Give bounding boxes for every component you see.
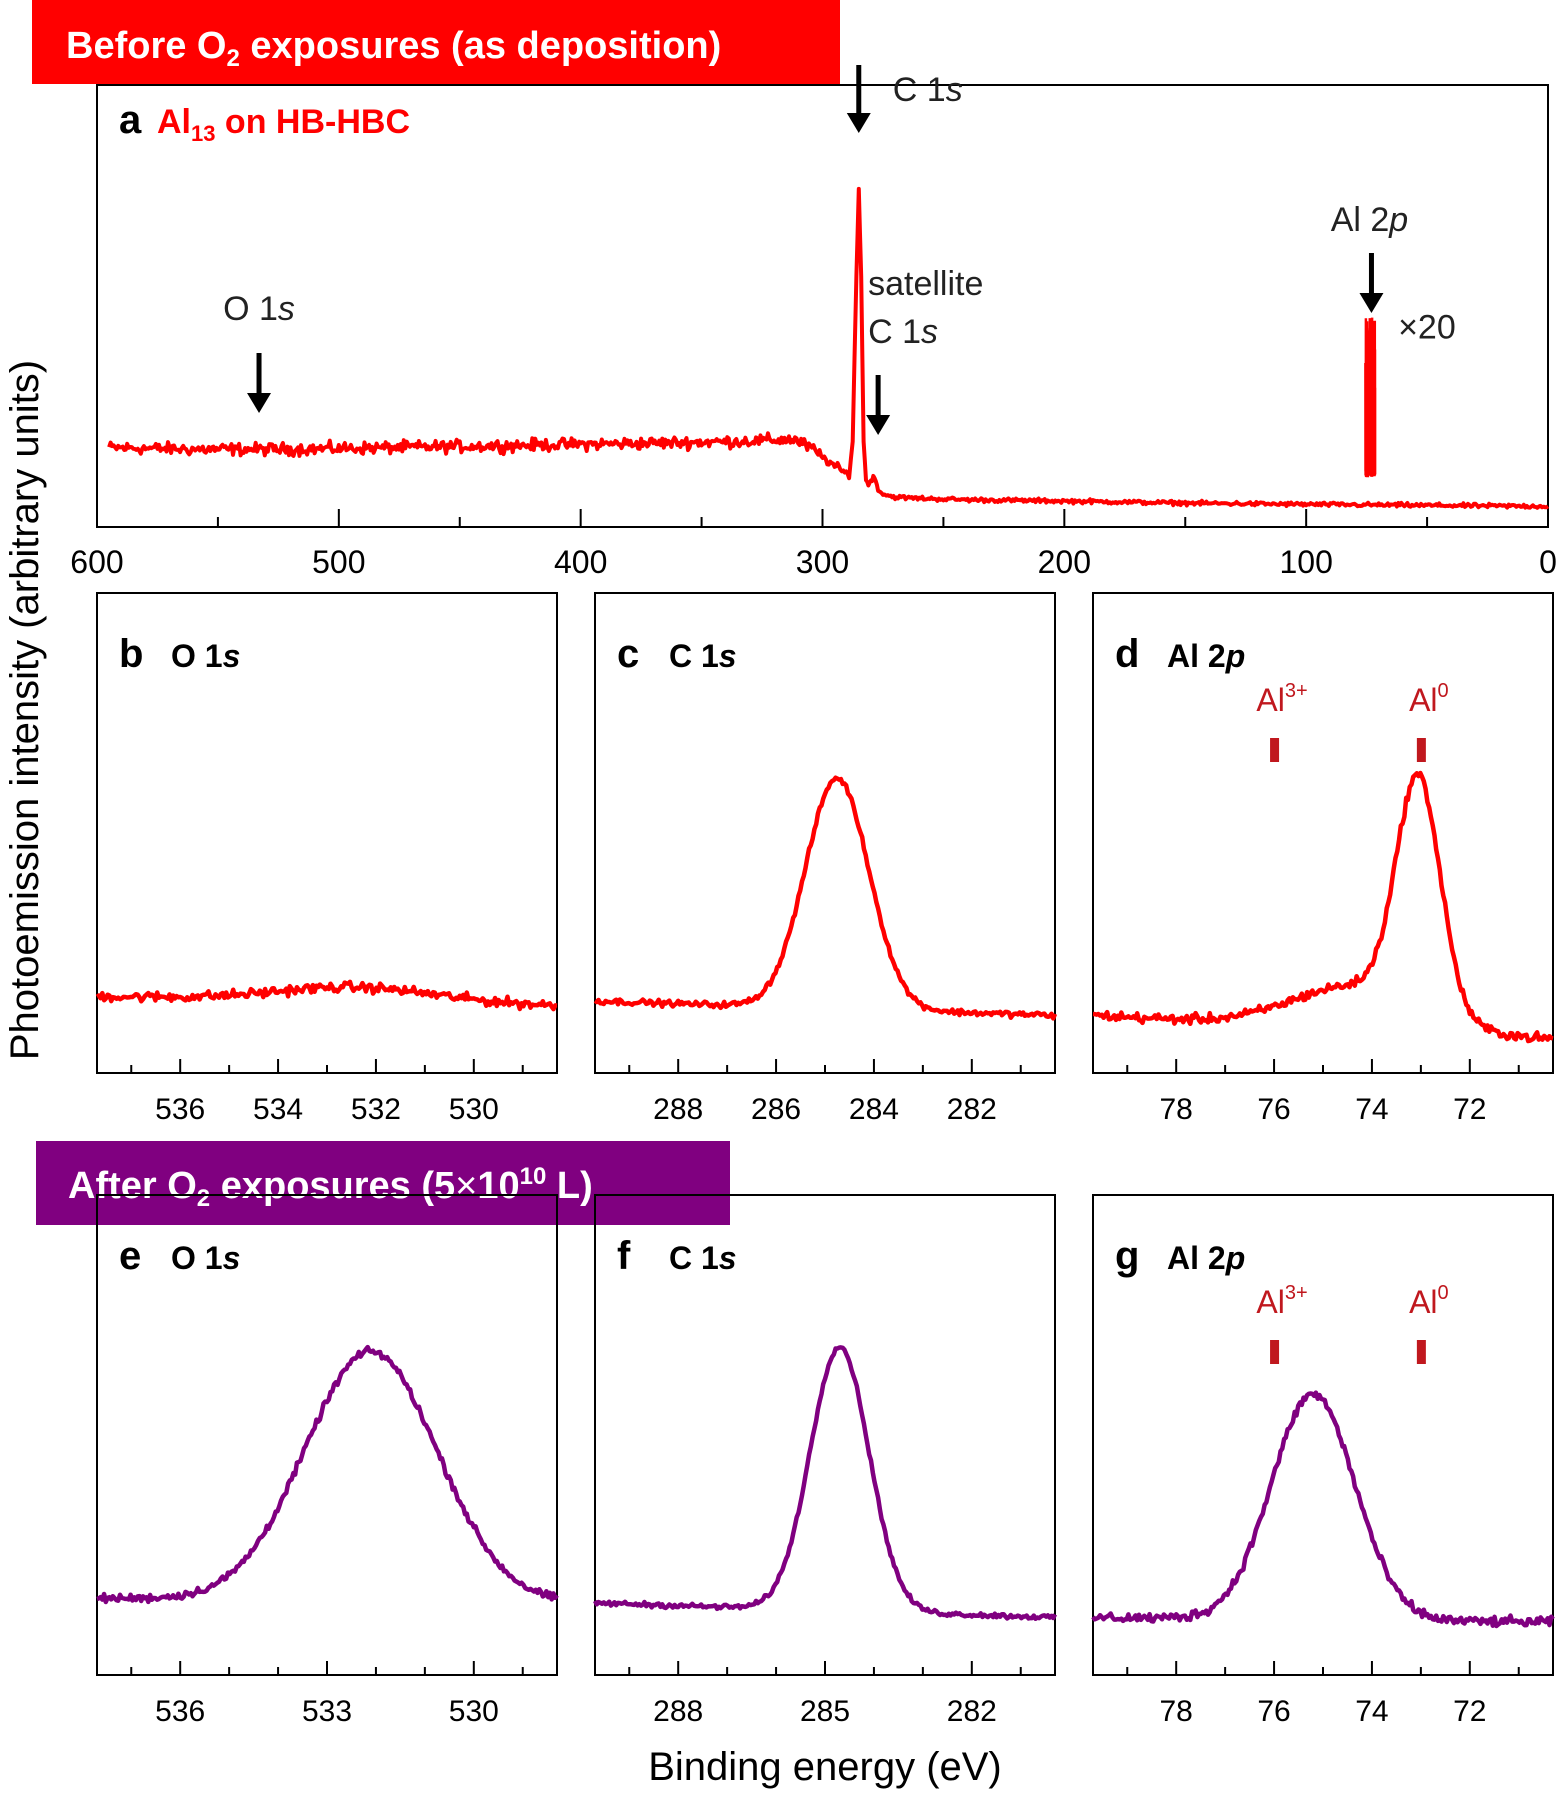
marker-tick (1270, 1340, 1280, 1364)
x-tick-label: 282 (947, 1695, 997, 1728)
spectrum-line (96, 1344, 559, 1605)
marker-label: Al3+ (1256, 680, 1307, 718)
c1s-annotation: C 1s (893, 71, 963, 109)
marker-label: Al3+ (1256, 1282, 1307, 1320)
x-tick-label: 530 (449, 1695, 499, 1728)
panel-title: O 1s (171, 638, 240, 674)
spectrum-line (107, 186, 1550, 510)
x-tick-label: 532 (351, 1093, 401, 1126)
x-tick-label: 536 (155, 1695, 205, 1728)
c1s-arrow (846, 65, 871, 133)
x-tick-label: 78 (1160, 1695, 1193, 1728)
panel-a: 600 500 400 300 200 100 0 ×20 a Al13 on HB-HBC C 1… (70, 65, 1557, 580)
x-tick-label: 288 (653, 1695, 703, 1728)
x-tick-label: 78 (1160, 1093, 1193, 1126)
marker-tick (1270, 738, 1280, 762)
x-tick-label: 500 (312, 544, 365, 580)
x-tick-label: 534 (253, 1093, 303, 1126)
plot-frame (96, 84, 1549, 528)
satellite-annotation: satellite (868, 265, 983, 303)
x-tick-label: 286 (751, 1093, 801, 1126)
before-banner: Before O2 exposures (as deposition) (32, 0, 840, 84)
after-banner: After O2 exposures (5×1010 L) (36, 1141, 730, 1225)
panel-title: Al13 on HB-HBC (157, 103, 410, 146)
x-tick-label: 72 (1453, 1093, 1486, 1126)
panel-title: C 1s (669, 1240, 737, 1276)
panel-letter: f (617, 1234, 631, 1278)
panel-title: Al 2p (1167, 1240, 1245, 1276)
x-tick-label: 536 (155, 1093, 205, 1126)
x-tick-label: 100 (1279, 544, 1332, 580)
panel-title: Al 2p (1167, 638, 1245, 674)
x-tick-label: 0 (1539, 544, 1557, 580)
after-banner-text: After O2 exposures (5×1010 L) (68, 1163, 593, 1212)
spectrum-line (1091, 1390, 1555, 1629)
marker-tick (1416, 1340, 1426, 1364)
plot-frame (1092, 592, 1554, 1074)
panel-b: 536 534 532 530 b O 1s (95, 592, 558, 1126)
x-tick-label: 530 (449, 1093, 499, 1126)
plot-frame (96, 1194, 558, 1676)
panel-letter: b (119, 632, 143, 676)
al2p-annotation: Al 2p (1331, 201, 1409, 239)
inset-scale-label: ×20 (1398, 309, 1456, 347)
x-tick-label: 533 (302, 1695, 352, 1728)
o1s-annotation: O 1s (223, 290, 295, 328)
panel-f: 288 285 282 f C 1s (593, 1194, 1058, 1728)
x-tick-label: 300 (796, 544, 849, 580)
al2p-arrow (1359, 253, 1384, 313)
o1s-arrow (247, 353, 272, 413)
panel-letter: e (119, 1234, 141, 1278)
x-tick-label: 76 (1257, 1695, 1290, 1728)
x-tick-label: 400 (554, 544, 607, 580)
panel-letter: c (617, 632, 639, 676)
spectrum-line (593, 775, 1058, 1021)
inset-trace (1364, 317, 1377, 478)
x-tick-label: 74 (1355, 1093, 1388, 1126)
panel-letter: d (1115, 632, 1139, 676)
panel-d: 78 76 74 72 d Al 2p Al3+ Al0 (1092, 592, 1554, 1126)
panel-title: O 1s (171, 1240, 240, 1276)
x-tick-label: 76 (1257, 1093, 1290, 1126)
after-banner-bg (36, 1141, 730, 1225)
y-axis-label: Photoemission intensity (arbitrary units… (3, 360, 47, 1060)
satellite-arrow (866, 375, 891, 435)
x-tick-label: 282 (947, 1093, 997, 1126)
marker-tick (1416, 738, 1426, 762)
plot-frame (1092, 1194, 1554, 1676)
spectrum-line (593, 1345, 1058, 1622)
before-banner-text: Before O2 exposures (as deposition) (66, 25, 721, 72)
x-tick-label: 600 (70, 544, 123, 580)
panel-g: 78 76 74 72 g Al 2p Al3+ Al0 (1091, 1194, 1555, 1728)
panel-c: 288 286 284 282 c C 1s (593, 592, 1058, 1126)
x-tick-label: 200 (1038, 544, 1091, 580)
x-tick-label: 72 (1453, 1695, 1486, 1728)
x-tick-label: 285 (800, 1695, 850, 1728)
before-banner-bg (32, 0, 840, 84)
spectrum-line (95, 979, 558, 1012)
panel-letter: a (119, 98, 142, 142)
panel-e: 536 533 530 e O 1s (96, 1194, 559, 1728)
spectrum-line (1092, 770, 1554, 1044)
x-axis-label: Binding energy (eV) (648, 1745, 1002, 1789)
panel-title: C 1s (669, 638, 737, 674)
satellite-c1s-annotation: C 1s (868, 313, 938, 351)
marker-label: Al0 (1409, 680, 1449, 718)
panel-letter: g (1115, 1234, 1139, 1278)
x-tick-label: 74 (1355, 1695, 1388, 1728)
x-tick-label: 284 (849, 1093, 899, 1126)
x-tick-label: 288 (653, 1093, 703, 1126)
marker-label: Al0 (1409, 1282, 1449, 1320)
